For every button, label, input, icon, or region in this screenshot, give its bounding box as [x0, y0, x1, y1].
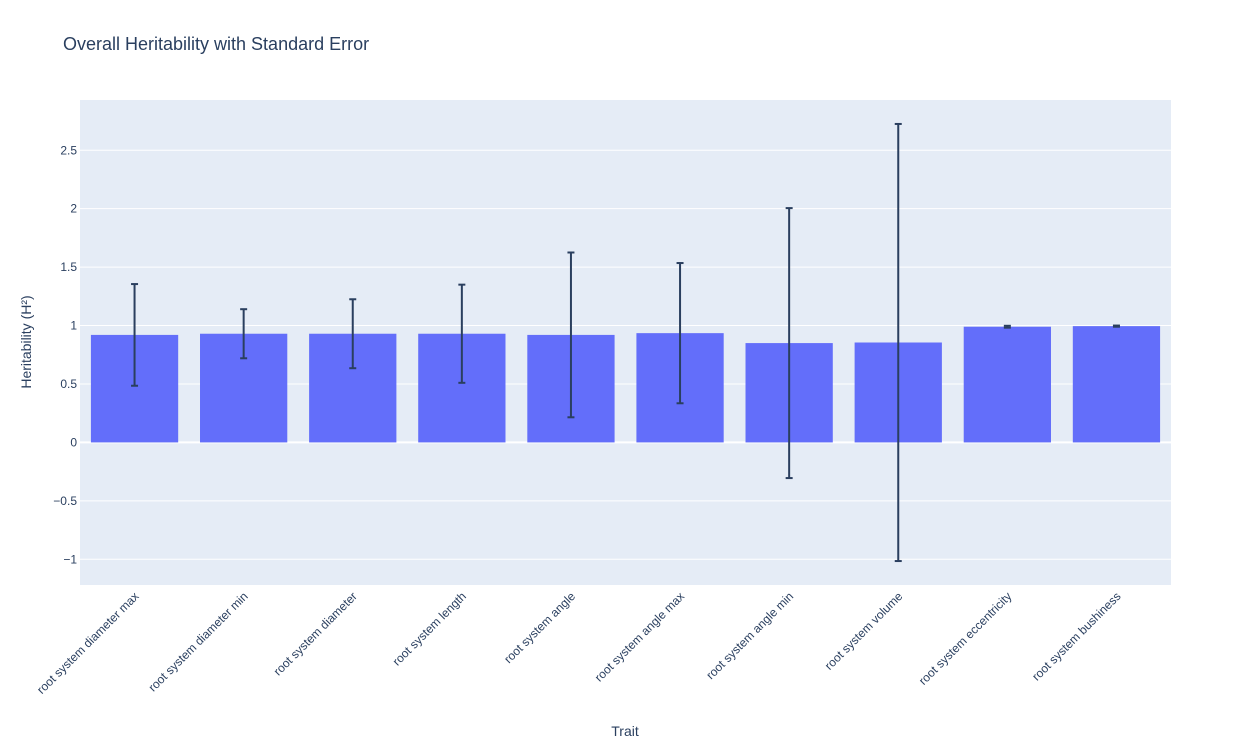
y-axis-ticks: −1 −0.5 0 0.5 1 1.5 2 2.5	[53, 143, 77, 566]
x-axis-title: Trait	[611, 723, 639, 739]
y-tick-label: 2.5	[60, 143, 77, 157]
y-axis-title: Heritability (H²)	[18, 295, 34, 388]
y-tick-label: 0.5	[60, 377, 77, 391]
bar	[963, 326, 1051, 443]
chart-title: Overall Heritability with Standard Error	[63, 34, 369, 54]
y-tick-label: 2	[70, 202, 77, 216]
error-bars	[131, 122, 1120, 563]
y-tick-label: 1	[70, 319, 77, 333]
y-tick-label: 1.5	[60, 260, 77, 274]
y-tick-label: 0	[70, 435, 77, 449]
y-tick-label: −0.5	[53, 494, 77, 508]
y-tick-label: −1	[63, 552, 77, 566]
bar	[1072, 326, 1161, 443]
